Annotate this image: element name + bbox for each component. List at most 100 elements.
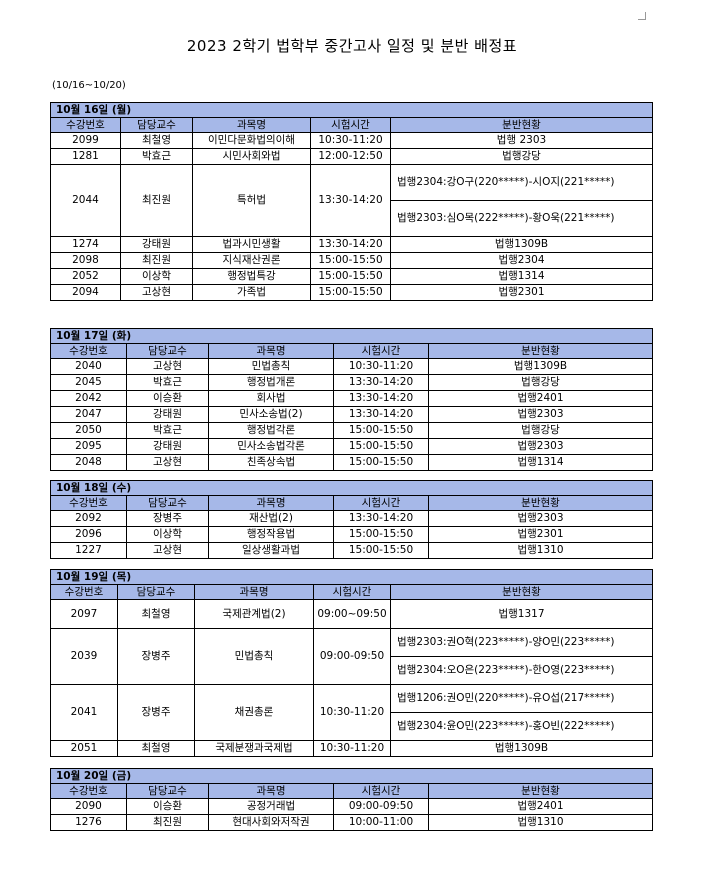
column-header-course-code: 수강번호 <box>50 584 118 600</box>
table-subrow: 법행2303:심O목(222*****)-황O욱(221*****) <box>51 200 653 237</box>
column-header-course-code: 수강번호 <box>50 783 127 799</box>
room-assignment: 법행1309B <box>428 358 653 375</box>
course-code: 2045 <box>50 374 127 391</box>
day-header-row: 10월 17일 (화) <box>50 328 653 344</box>
room-assignment: 법행강당 <box>428 422 653 439</box>
table-row: 2047 강태원 민사소송법(2) 13:30-14:20 법행2303 <box>50 406 653 423</box>
professor: 장병주 <box>126 510 209 527</box>
room-assignment: 법행1206:권O민(220*****)-유O섭(217*****) <box>390 684 653 713</box>
professor: 최진원 <box>120 164 193 237</box>
exam-time: 09:00-09:50 <box>333 798 429 815</box>
exam-time: 12:00-12:50 <box>310 148 391 165</box>
course-code: 2052 <box>50 268 121 285</box>
column-header-exam-time: 시험시간 <box>333 495 429 511</box>
course-name: 행정법각론 <box>208 422 334 439</box>
room-assignment: 법행2304:오O은(223*****)-한O영(223*****) <box>390 656 653 685</box>
page-title: 2023 2학기 법학부 중간고사 일정 및 분반 배정표 <box>186 37 518 55</box>
column-header-rooms: 분반현황 <box>428 495 653 511</box>
course-name: 국제관계법(2) <box>194 599 314 629</box>
exam-time: 13:30-14:20 <box>310 236 391 253</box>
exam-time: 10:30-11:20 <box>310 132 391 149</box>
exam-time: 13:30-14:20 <box>310 164 391 237</box>
schedule-table-day-3: 10월 18일 (수) 수강번호 담당교수 과목명 시험시간 분반현황 2092 장병주 재산법… <box>50 480 653 559</box>
column-header-course-name: 과목명 <box>192 117 311 133</box>
column-header-row: 수강번호 담당교수 과목명 시험시간 분반현황 <box>50 584 653 600</box>
professor: 이승환 <box>126 798 209 815</box>
professor: 장병주 <box>117 684 195 741</box>
course-name: 현대사회와저작권 <box>208 814 334 831</box>
professor: 이상학 <box>120 268 193 285</box>
course-name: 공정거래법 <box>208 798 334 815</box>
day-header-row: 10월 18일 (수) <box>50 480 653 496</box>
course-name: 회사법 <box>208 390 334 407</box>
day-label: 10월 20일 (금) <box>50 768 653 784</box>
course-code: 2094 <box>50 284 121 301</box>
room-assignment: 법행1309B <box>390 236 653 253</box>
column-header-rooms: 분반현황 <box>390 584 653 600</box>
column-header-exam-time: 시험시간 <box>333 783 429 799</box>
day-header-row: 10월 19일 (목) <box>50 569 653 585</box>
course-name: 재산법(2) <box>208 510 334 527</box>
column-header-professor: 담당교수 <box>126 495 209 511</box>
professor: 최철영 <box>120 132 193 149</box>
column-header-professor: 담당교수 <box>120 117 193 133</box>
professor: 박효근 <box>126 374 209 391</box>
exam-time: 10:30-11:20 <box>333 358 429 375</box>
course-code: 2092 <box>50 510 127 527</box>
professor: 고상현 <box>126 454 209 471</box>
exam-time: 15:00-15:50 <box>310 284 391 301</box>
table-row: 2042 이승환 회사법 13:30-14:20 법행2401 <box>50 390 653 407</box>
column-header-course-name: 과목명 <box>208 495 334 511</box>
table-row: 2094 고상현 가족법 15:00-15:50 법행2301 <box>50 284 653 301</box>
column-header-professor: 담당교수 <box>126 783 209 799</box>
professor: 이승환 <box>126 390 209 407</box>
table-row: 1281 박효근 시민사회와법 12:00-12:50 법행강당 <box>50 148 653 165</box>
table-row: 2050 박효근 행정법각론 15:00-15:50 법행강당 <box>50 422 653 439</box>
room-assignment: 법행 2303 <box>390 132 653 149</box>
exam-time: 13:30-14:20 <box>333 374 429 391</box>
course-name: 가족법 <box>192 284 311 301</box>
column-header-row: 수강번호 담당교수 과목명 시험시간 분반현황 <box>50 783 653 799</box>
course-code: 2098 <box>50 252 121 269</box>
room-assignment: 법행2304 <box>390 252 653 269</box>
table-row: 2097 최철영 국제관계법(2) 09:00~09:50 법행1317 <box>50 599 653 629</box>
course-name: 일상생활과법 <box>208 542 334 559</box>
day-label: 10월 19일 (목) <box>50 569 653 585</box>
table-row: 2095 강태원 민사소송법각론 15:00-15:50 법행2303 <box>50 438 653 455</box>
course-code: 1274 <box>50 236 121 253</box>
column-header-exam-time: 시험시간 <box>333 343 429 359</box>
column-header-rooms: 분반현황 <box>428 783 653 799</box>
table-row: 2096 이상학 행정작용법 15:00-15:50 법행2301 <box>50 526 653 543</box>
column-header-course-name: 과목명 <box>194 584 314 600</box>
room-assignment: 법행강당 <box>390 148 653 165</box>
table-row: 1274 강태원 법과시민생활 13:30-14:20 법행1309B <box>50 236 653 253</box>
exam-time: 15:00-15:50 <box>333 454 429 471</box>
room-assignment: 법행강당 <box>428 374 653 391</box>
table-row: 2044 최진원 특허법 13:30-14:20 법행2304:강O구(220*****… <box>50 164 653 237</box>
column-header-exam-time: 시험시간 <box>310 117 391 133</box>
course-name: 시민사회와법 <box>192 148 311 165</box>
course-code: 2095 <box>50 438 127 455</box>
exam-time: 15:00-15:50 <box>333 422 429 439</box>
course-code: 2090 <box>50 798 127 815</box>
course-code: 2044 <box>50 164 121 237</box>
course-name: 민법총칙 <box>194 628 314 685</box>
exam-time: 15:00-15:50 <box>333 526 429 543</box>
professor: 장병주 <box>117 628 195 685</box>
day-label: 10월 18일 (수) <box>50 480 653 496</box>
room-assignment: 법행2303 <box>428 438 653 455</box>
room-assignment: 법행2301 <box>428 526 653 543</box>
column-header-course-name: 과목명 <box>208 783 334 799</box>
course-name: 행정법특강 <box>192 268 311 285</box>
table-row: 2041 장병주 채권총론 10:30-11:20 법행1206:권O민(220****… <box>50 684 653 741</box>
course-code: 2048 <box>50 454 127 471</box>
course-code: 2041 <box>50 684 118 741</box>
course-name: 국제분쟁과국제법 <box>194 740 314 757</box>
room-assignment: 법행1310 <box>428 542 653 559</box>
room-assignment: 법행2301 <box>390 284 653 301</box>
exam-time: 09:00-09:50 <box>313 628 391 685</box>
column-header-row: 수강번호 담당교수 과목명 시험시간 분반현황 <box>50 343 653 359</box>
professor: 최철영 <box>117 740 195 757</box>
table-row: 2045 박효근 행정법개론 13:30-14:20 법행강당 <box>50 374 653 391</box>
course-code: 2096 <box>50 526 127 543</box>
